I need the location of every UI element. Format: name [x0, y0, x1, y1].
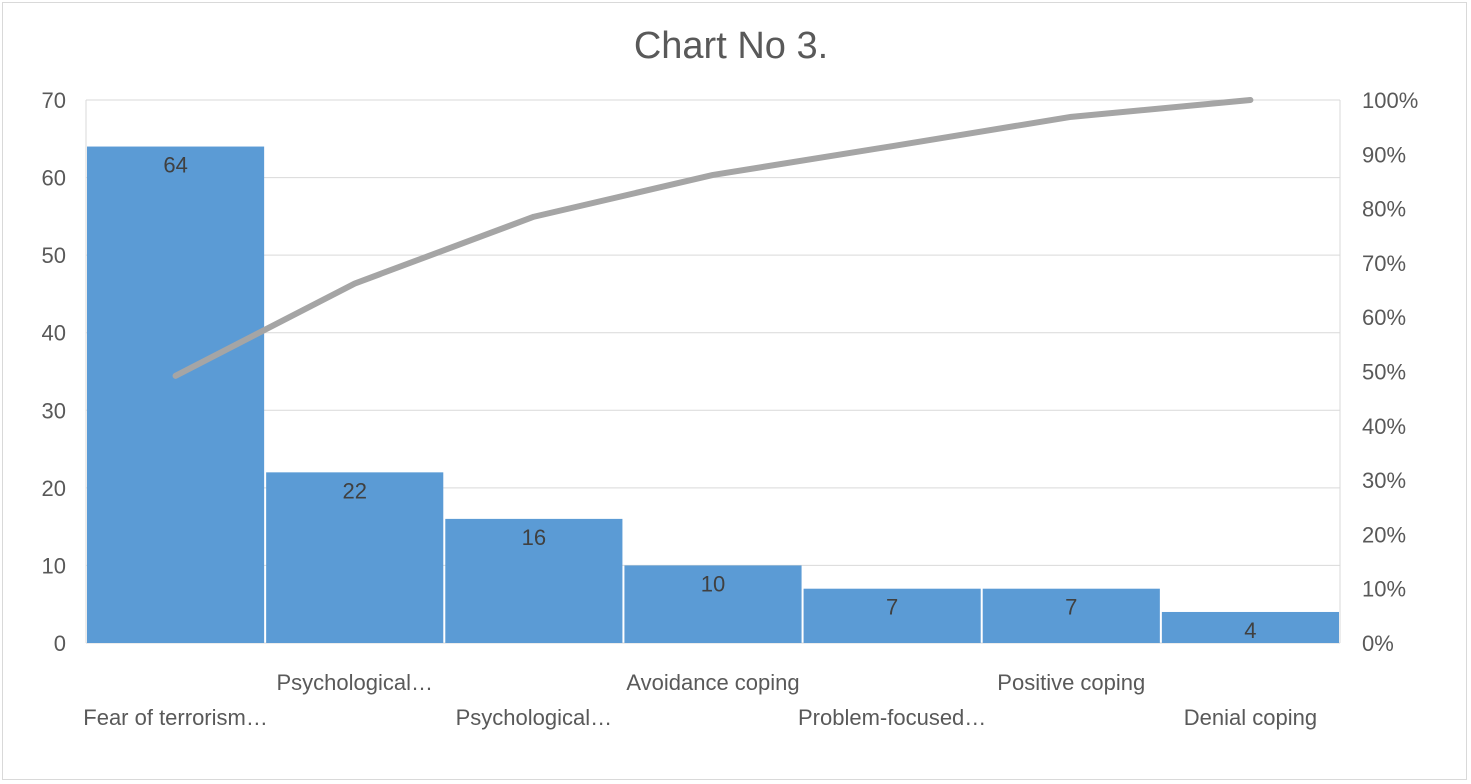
x-category-label: Avoidance coping: [626, 670, 799, 695]
y-tick-label: 10: [42, 553, 66, 578]
bar-data-label: 64: [163, 153, 187, 178]
y2-tick-label: 30%: [1362, 468, 1406, 493]
y-tick-label: 60: [42, 166, 66, 191]
y-tick-label: 20: [42, 476, 66, 501]
bar: [624, 565, 802, 643]
y2-tick-label: 40%: [1362, 414, 1406, 439]
cumulative-line-path: [172, 97, 1254, 379]
y2-tick-label: 100%: [1362, 88, 1418, 113]
data-labels: 64 22 16 10 7 7 4: [163, 153, 1256, 643]
y2-tick-label: 20%: [1362, 522, 1406, 547]
bar-data-label: 22: [342, 478, 366, 503]
x-category-label: Psychological…: [276, 670, 433, 695]
bar: [445, 518, 623, 643]
y2-tick-label: 50%: [1362, 360, 1406, 385]
bar-data-label: 7: [1065, 595, 1077, 620]
bar: [803, 588, 981, 643]
y2-tick-label: 70%: [1362, 251, 1406, 276]
primary-y-axis: 0 10 20 30 40 50 60 70: [42, 88, 66, 656]
y-tick-label: 50: [42, 243, 66, 268]
y2-tick-label: 60%: [1362, 305, 1406, 330]
bar: [982, 588, 1160, 643]
bar-data-label: 4: [1244, 618, 1256, 643]
y-tick-label: 70: [42, 88, 66, 113]
chart-title: Chart No 3.: [634, 25, 828, 67]
bar: [1161, 611, 1339, 643]
bar: [266, 472, 444, 643]
y2-tick-label: 0%: [1362, 631, 1394, 656]
y2-tick-label: 90%: [1362, 142, 1406, 167]
bar-data-label: 16: [522, 525, 546, 550]
bar-data-label: 7: [886, 595, 898, 620]
cumulative-line: [172, 97, 1254, 379]
y2-tick-label: 10%: [1362, 577, 1406, 602]
x-axis: Fear of terrorism… Psychological… Psycholo…: [83, 670, 1317, 730]
secondary-y-axis: 0% 10% 20% 30% 40% 50% 60% 70% 80% 90% 100%: [1362, 88, 1418, 656]
y-tick-label: 40: [42, 321, 66, 346]
y2-tick-label: 80%: [1362, 197, 1406, 222]
x-category-label: Fear of terrorism…: [83, 705, 268, 730]
y-tick-label: 30: [42, 398, 66, 423]
y-tick-label: 0: [54, 631, 66, 656]
x-category-label: Positive coping: [997, 670, 1145, 695]
bar: [87, 146, 265, 644]
x-category-label: Problem-focused…: [798, 705, 986, 730]
x-category-label: Denial coping: [1184, 705, 1317, 730]
bars: [87, 146, 1339, 644]
bar-data-label: 10: [701, 571, 725, 596]
x-category-label: Psychological…: [456, 705, 613, 730]
